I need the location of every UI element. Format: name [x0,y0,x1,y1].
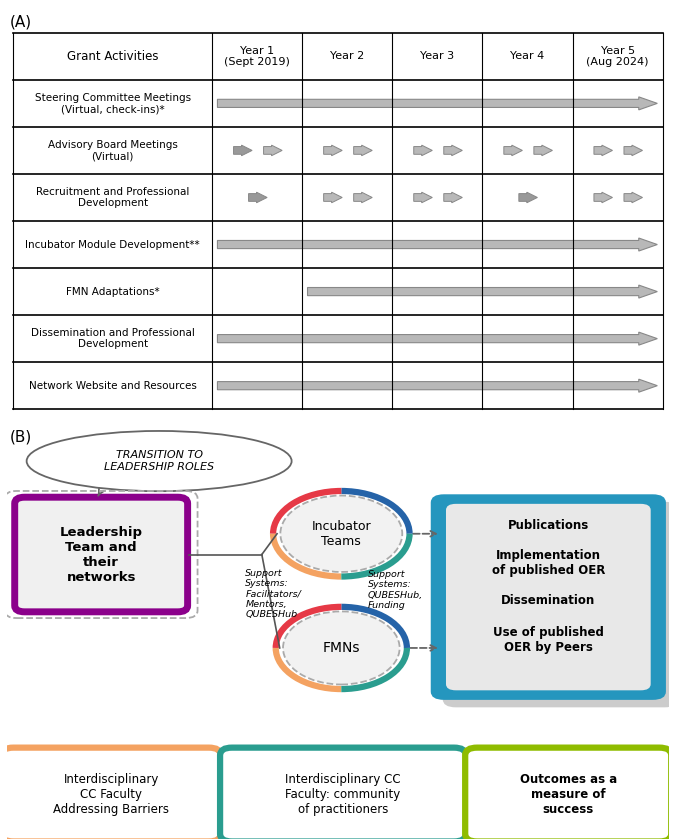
FancyBboxPatch shape [431,494,666,700]
Text: Grant Activities: Grant Activities [67,50,158,63]
Text: FMN Adaptations*: FMN Adaptations* [66,287,160,296]
Text: Incubator
Teams: Incubator Teams [312,519,371,548]
FancyArrow shape [264,145,282,156]
Text: Support
Systems:
QUBESHub,
Funding: Support Systems: QUBESHub, Funding [368,570,423,610]
Text: Incubator Module Development**: Incubator Module Development** [26,239,200,249]
Text: Dissemination and Professional
Development: Dissemination and Professional Developme… [31,328,195,349]
FancyArrow shape [218,332,657,345]
Text: Network Website and Resources: Network Website and Resources [29,381,197,391]
Text: Year 3: Year 3 [420,51,454,61]
FancyArrow shape [354,192,372,203]
FancyArrow shape [594,145,612,156]
Text: Year 2: Year 2 [330,51,364,61]
Text: Support
Systems:
Facilitators/
Mentors,
QUBESHub: Support Systems: Facilitators/ Mentors, … [245,569,301,619]
Text: Year 1
(Sept 2019): Year 1 (Sept 2019) [224,45,290,67]
FancyArrow shape [519,192,537,203]
FancyArrow shape [218,379,657,392]
Text: Leadership
Team and
their
networks: Leadership Team and their networks [59,525,143,583]
Text: TRANSITION TO
LEADERSHIP ROLES: TRANSITION TO LEADERSHIP ROLES [104,451,214,472]
FancyArrow shape [308,285,657,298]
Text: Recruitment and Professional
Development: Recruitment and Professional Development [36,187,189,208]
Circle shape [283,612,400,685]
Text: (B): (B) [10,430,32,445]
FancyArrow shape [594,192,612,203]
FancyArrow shape [354,145,372,156]
FancyBboxPatch shape [15,498,188,612]
Text: (A): (A) [10,14,32,29]
FancyBboxPatch shape [465,748,671,839]
Text: Year 5
(Aug 2024): Year 5 (Aug 2024) [586,45,649,67]
FancyArrow shape [249,192,267,203]
FancyArrow shape [443,192,462,203]
Text: Interdisciplinary CC
Faculty: community
of practitioners: Interdisciplinary CC Faculty: community … [285,773,401,816]
FancyBboxPatch shape [443,502,676,707]
Text: Outcomes as a
measure of
success: Outcomes as a measure of success [520,773,617,816]
Text: Steering Committee Meetings
(Virtual, check-ins)*: Steering Committee Meetings (Virtual, ch… [34,92,191,114]
Text: Advisory Board Meetings
(Virtual): Advisory Board Meetings (Virtual) [48,139,178,161]
Text: Dissemination: Dissemination [501,594,596,607]
Text: FMNs: FMNs [322,641,360,655]
FancyArrow shape [233,145,252,156]
FancyArrow shape [624,192,642,203]
FancyBboxPatch shape [220,748,466,839]
Text: Implementation
of published OER: Implementation of published OER [491,549,605,577]
FancyArrow shape [624,145,642,156]
FancyArrow shape [534,145,552,156]
Text: Use of published
OER by Peers: Use of published OER by Peers [493,626,604,654]
Text: Interdisciplinary
CC Faculty
Addressing Barriers: Interdisciplinary CC Faculty Addressing … [53,773,169,816]
Text: Publications: Publications [508,519,589,532]
FancyBboxPatch shape [446,504,651,690]
FancyArrow shape [218,238,657,251]
FancyArrow shape [218,96,657,110]
Text: Year 4: Year 4 [510,51,545,61]
FancyArrow shape [443,145,462,156]
FancyArrow shape [414,145,432,156]
FancyArrow shape [504,145,523,156]
FancyArrow shape [324,145,342,156]
FancyArrow shape [414,192,432,203]
FancyBboxPatch shape [1,748,221,839]
Circle shape [281,496,402,572]
FancyArrow shape [324,192,342,203]
